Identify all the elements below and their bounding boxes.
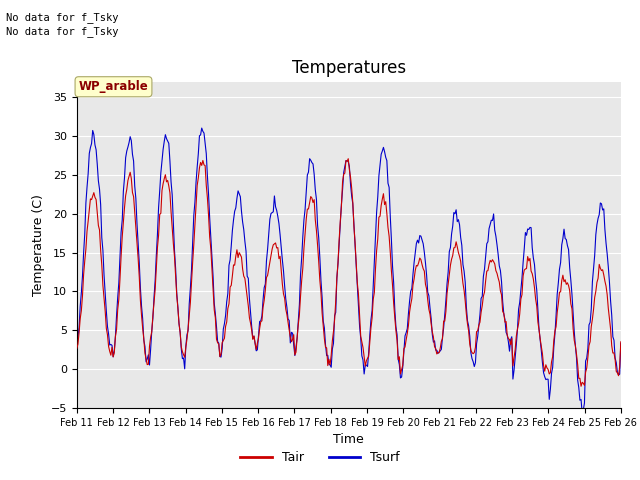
Tsurf [474, 334, 481, 339]
Text: WP_arable: WP_arable [79, 80, 148, 93]
Tsurf [617, 340, 625, 346]
Tair [73, 346, 81, 351]
Tsurf [378, 148, 386, 154]
Tair [378, 196, 386, 202]
Text: No data for f_Tsky: No data for f_Tsky [6, 26, 119, 37]
Title: Temperatures: Temperatures [292, 59, 406, 77]
Line: Tair: Tair [77, 159, 621, 386]
Legend: Tair, Tsurf: Tair, Tsurf [236, 446, 404, 469]
Tsurf [568, 291, 576, 297]
Tair [302, 216, 310, 222]
X-axis label: Time: Time [333, 433, 364, 446]
Tsurf [579, 410, 586, 416]
Text: No data for f_Tsky: No data for f_Tsky [6, 12, 119, 23]
Tair [242, 285, 250, 290]
Tsurf [73, 339, 81, 345]
Tsurf [243, 274, 251, 279]
Y-axis label: Temperature (C): Temperature (C) [32, 194, 45, 296]
Tair [568, 306, 576, 312]
Tair [617, 339, 625, 345]
Tsurf [404, 311, 412, 317]
Tair [474, 328, 481, 334]
Tair [577, 384, 585, 389]
Tair [404, 323, 412, 328]
Tair [344, 156, 352, 162]
Tsurf [303, 172, 311, 178]
Line: Tsurf: Tsurf [77, 128, 621, 413]
Tsurf [198, 125, 205, 131]
